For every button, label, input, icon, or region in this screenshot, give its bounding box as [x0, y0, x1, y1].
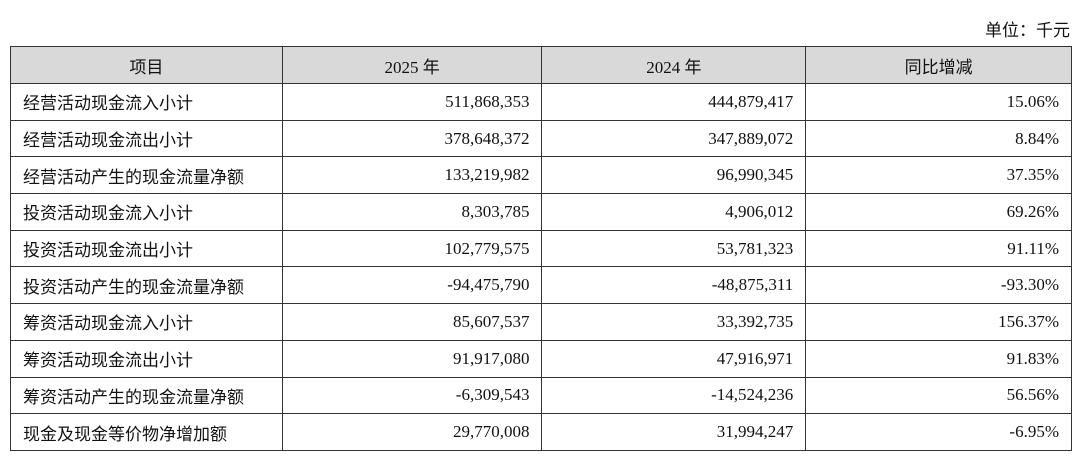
value-cell: 444,879,417 — [541, 83, 807, 121]
row-label: 投资活动现金流入小计 — [10, 193, 283, 231]
row-label: 筹资活动现金流入小计 — [10, 303, 283, 341]
header-cell: 2024 年 — [541, 46, 807, 84]
unit-label: 单位：千元 — [985, 21, 1070, 40]
table-row: 筹资活动产生的现金流量净额 -6,309,543 -14,524,236 56.56% — [10, 376, 1072, 415]
value-cell: 91,917,080 — [281, 339, 543, 378]
value-cell: 102,779,575 — [281, 229, 543, 268]
value-cell: 96,990,345 — [541, 156, 807, 195]
value-cell: 33,392,735 — [541, 303, 807, 341]
cash-flow-table: 项目 2025 年 2024 年同比增减 经营活动现金流入小计 511,868,353… — [10, 46, 1072, 451]
row-label: 投资活动现金流出小计 — [10, 229, 283, 268]
table-row: 投资活动现金流出小计 102,779,575 53,781,323 91.11% — [10, 229, 1072, 268]
value-cell: 29,770,008 — [281, 413, 543, 451]
value-cell: 133,219,982 — [281, 156, 543, 195]
value-cell: 511,868,353 — [281, 83, 543, 121]
value-cell: 53,781,323 — [541, 229, 807, 268]
table-body: 经营活动现金流入小计 511,868,353 444,879,417 15.06% 经营… — [10, 83, 1072, 451]
table-row: 投资活动现金流入小计 8,303,785 4,906,012 69.26% — [10, 193, 1072, 231]
row-label: 投资活动产生的现金流量净额 — [10, 266, 283, 305]
value-cell: 8.84% — [805, 119, 1072, 158]
value-cell: 56.56% — [805, 376, 1072, 415]
row-label: 经营活动现金流出小计 — [10, 119, 283, 158]
value-cell: 91.83% — [805, 339, 1072, 378]
table-row: 筹资活动现金流出小计 91,917,080 47,916,971 91.83% — [10, 339, 1072, 378]
value-cell: 69.26% — [805, 193, 1072, 231]
value-cell: -48,875,311 — [541, 266, 807, 305]
table-row: 经营活动产生的现金流量净额 133,219,982 96,990,345 37.35% — [10, 156, 1072, 195]
row-label: 现金及现金等价物净增加额 — [10, 413, 283, 451]
value-cell: 8,303,785 — [281, 193, 543, 231]
value-cell: -6,309,543 — [281, 376, 543, 415]
value-cell: 4,906,012 — [541, 193, 807, 231]
value-cell: 378,648,372 — [281, 119, 543, 158]
value-cell: 156.37% — [805, 303, 1072, 341]
value-cell: 15.06% — [805, 83, 1072, 121]
row-label: 经营活动产生的现金流量净额 — [10, 156, 283, 195]
value-cell: 47,916,971 — [541, 339, 807, 378]
value-cell: -14,524,236 — [541, 376, 807, 415]
table-row: 经营活动现金流入小计 511,868,353 444,879,417 15.06% — [10, 83, 1072, 121]
row-label: 筹资活动产生的现金流量净额 — [10, 376, 283, 415]
value-cell: -94,475,790 — [281, 266, 543, 305]
table-row: 投资活动产生的现金流量净额 -94,475,790 -48,875,311 -93.3… — [10, 266, 1072, 305]
table-row: 现金及现金等价物净增加额 29,770,008 31,994,247 -6.95% — [10, 413, 1072, 451]
value-cell: 91.11% — [805, 229, 1072, 268]
row-label: 筹资活动现金流出小计 — [10, 339, 283, 378]
value-cell: -93.30% — [805, 266, 1072, 305]
table-row: 筹资活动现金流入小计 85,607,537 33,392,735 156.37% — [10, 303, 1072, 341]
header-cell: 项目 — [10, 46, 283, 84]
header-cell: 2025 年 — [281, 46, 543, 84]
row-label: 经营活动现金流入小计 — [10, 83, 283, 121]
value-cell: 37.35% — [805, 156, 1072, 195]
value-cell: 31,994,247 — [541, 413, 807, 451]
header-row: 项目 2025 年 2024 年同比增减 — [10, 46, 1072, 84]
table-row: 经营活动现金流出小计 378,648,372 347,889,072 8.84% — [10, 119, 1072, 158]
header-cell: 同比增减 — [805, 46, 1072, 84]
value-cell: -6.95% — [805, 413, 1072, 451]
value-cell: 347,889,072 — [541, 119, 807, 158]
value-cell: 85,607,537 — [281, 303, 543, 341]
